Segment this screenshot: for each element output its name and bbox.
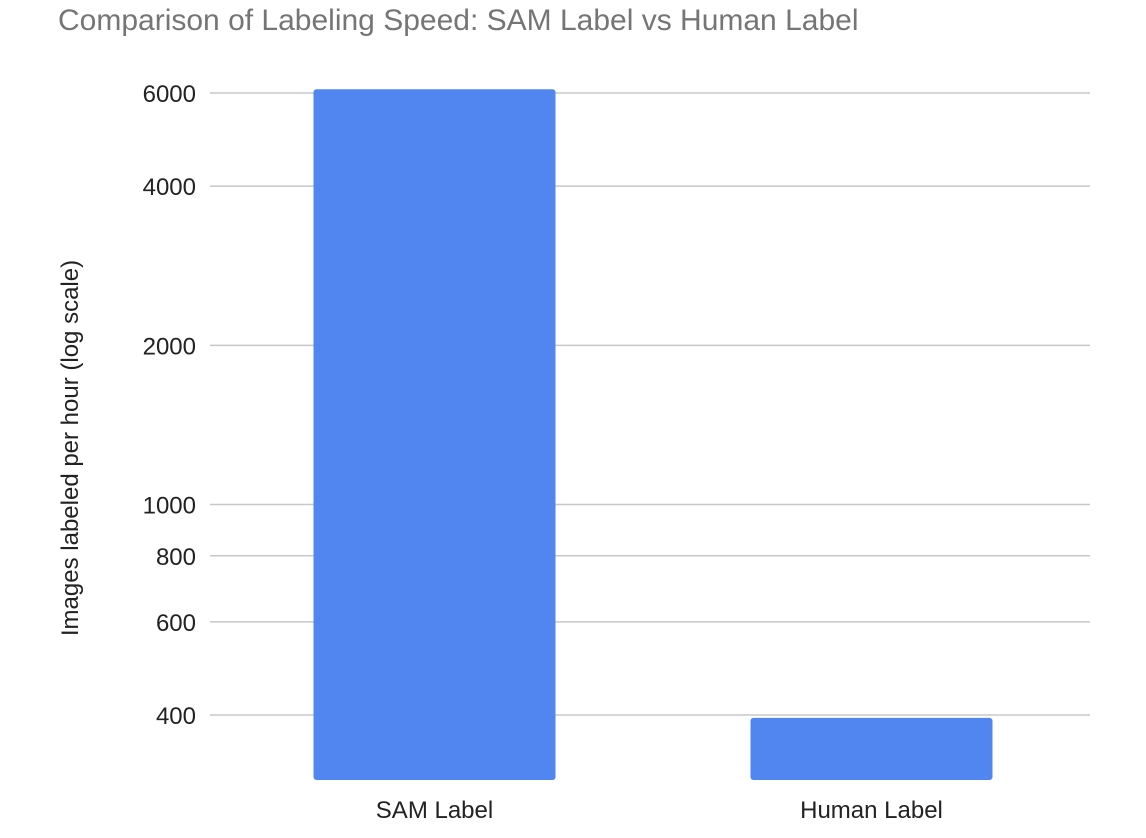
y-tick-label: 600 — [156, 610, 196, 637]
x-tick-label: Human Label — [800, 797, 943, 824]
y-tick-label: 400 — [156, 703, 196, 730]
y-tick-label: 800 — [156, 544, 196, 571]
y-tick-label: 6000 — [143, 81, 196, 108]
x-tick-labels: SAM Label Human Label — [376, 797, 943, 824]
bars — [313, 89, 993, 780]
y-tick-label: 2000 — [143, 333, 196, 360]
y-axis-label: Images labeled per hour (log scale) — [57, 260, 84, 636]
y-tick-labels: 400 600 800 1000 2000 4000 6000 — [143, 81, 196, 730]
x-tick-label: SAM Label — [376, 797, 493, 824]
bar-sam-label — [313, 89, 556, 780]
chart-title: Comparison of Labeling Speed: SAM Label … — [58, 4, 859, 37]
y-tick-label: 1000 — [143, 493, 196, 520]
bar-human-label — [750, 717, 993, 780]
y-tick-label: 4000 — [143, 174, 196, 201]
